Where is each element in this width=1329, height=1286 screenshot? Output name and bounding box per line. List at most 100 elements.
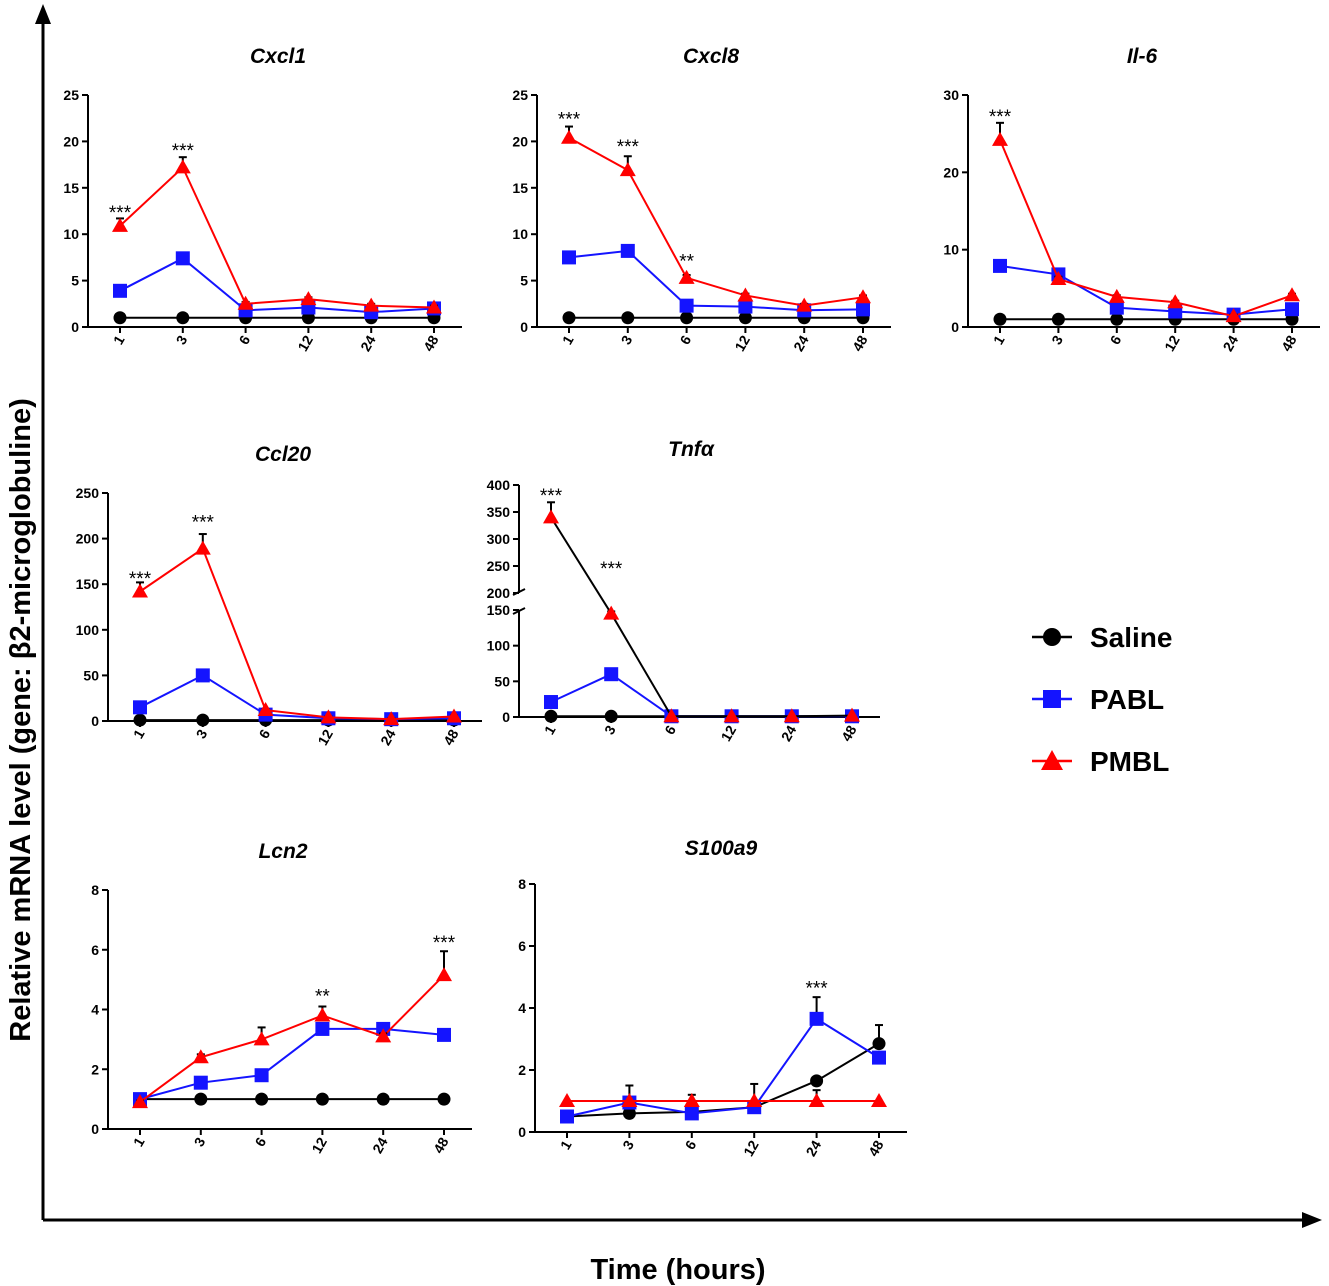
y-tick-label: 0 (520, 319, 528, 335)
y-tick-label: 15 (63, 180, 79, 196)
point-saline (993, 312, 1007, 326)
significance-label: *** (109, 203, 132, 224)
x-axis: 1 3 6 12 24 48 (108, 720, 482, 748)
x-tick-label: 6 (661, 722, 679, 737)
point-pmbl (174, 159, 191, 174)
x-tick-label: 1 (990, 332, 1008, 347)
point-pmbl (855, 289, 871, 304)
y-tick-label: 0 (518, 1124, 526, 1140)
point-saline (680, 311, 694, 325)
point-pabl (544, 695, 558, 710)
point-pmbl (621, 1093, 638, 1107)
x-tick-label: 3 (173, 332, 191, 347)
y-axis-label: Relative mRNA level (gene: β2-microglobu… (5, 398, 37, 1041)
x-axis: 1 3 6 12 24 48 (519, 716, 880, 744)
x-tick-label: 1 (557, 1137, 575, 1152)
series-line (139, 674, 455, 721)
point-pmbl (871, 1093, 887, 1107)
x-tick-label: 48 (430, 1134, 452, 1156)
point-saline (376, 1092, 390, 1106)
point-pmbl (314, 1007, 331, 1022)
y-tick-label: 0 (71, 319, 79, 335)
series-pabl (544, 667, 859, 724)
series-line (999, 264, 1293, 316)
point-pmbl (253, 1031, 270, 1046)
y-tick-label: 6 (518, 938, 526, 954)
x-tick-label: 6 (1107, 332, 1125, 347)
y-tick-label: 50 (83, 667, 99, 683)
point-saline (255, 1092, 269, 1106)
y-axis: 0 5 10 15 20 25 (512, 87, 538, 335)
y-tick-label: 300 (487, 531, 511, 547)
series-pabl (133, 1021, 451, 1107)
panel-il-6: Il-6 0 10 20 30 1 3 6 12 24 48 *** (943, 45, 1320, 354)
y-tick-label: 15 (512, 180, 528, 196)
point-pabl (437, 1027, 451, 1042)
x-tick-label: 3 (191, 1134, 209, 1149)
x-tick-label: 12 (1161, 332, 1183, 354)
point-pmbl (844, 707, 860, 722)
series-line (139, 974, 445, 1103)
series-saline (113, 311, 441, 325)
x-axis: 1 3 6 12 24 48 (968, 326, 1320, 354)
y-tick-label: 200 (76, 531, 100, 547)
point-pmbl (112, 217, 128, 232)
y-tick-label: 250 (76, 485, 100, 501)
x-tick-label: 12 (718, 722, 740, 744)
significance-label: *** (129, 569, 152, 590)
x-tick-label: 48 (1278, 332, 1300, 354)
point-pmbl (320, 709, 337, 724)
x-tick-label: 48 (849, 332, 871, 354)
x-tick-label: 3 (619, 1137, 637, 1152)
y-tick-label: 5 (71, 273, 79, 289)
series-line (550, 516, 853, 718)
point-pmbl (796, 297, 813, 312)
point-pmbl (446, 708, 462, 723)
point-saline (621, 311, 635, 325)
significance-label: *** (558, 109, 581, 130)
y-tick-label: 0 (91, 713, 99, 729)
x-tick-label: 12 (314, 726, 336, 748)
x-tick-label: 48 (420, 332, 442, 354)
point-pmbl (678, 269, 695, 284)
legend-label-pmbl: PMBL (1090, 746, 1169, 777)
point-pmbl (257, 702, 274, 717)
legend-marker-pabl (1043, 690, 1061, 708)
series-pmbl (132, 533, 462, 726)
point-pabl (738, 299, 753, 314)
y-tick-label: 400 (487, 477, 511, 493)
y-tick-label: 10 (63, 226, 79, 242)
point-pabl (562, 250, 576, 265)
series-pmbl (559, 1089, 887, 1107)
point-saline (872, 1037, 886, 1051)
point-pabl (195, 668, 210, 683)
x-tick-label: 6 (676, 332, 694, 347)
x-tick-label: 6 (682, 1137, 700, 1152)
x-tick-label: 3 (193, 726, 211, 741)
panel-title: Tnfα (668, 438, 715, 461)
x-tick-label: 6 (255, 726, 273, 741)
y-tick-label: 150 (487, 602, 511, 618)
series-pabl (113, 251, 441, 320)
point-pabl (175, 251, 190, 266)
point-pmbl (237, 295, 254, 310)
panel-title-main: Ccl20 (255, 443, 311, 466)
series-line (119, 257, 435, 314)
x-axis: 1 3 6 12 24 48 (108, 1128, 472, 1156)
x-tick-label: 6 (235, 332, 253, 347)
point-pmbl (783, 708, 800, 723)
significance-label: ** (679, 251, 694, 272)
panel-title: Cxcl1 (250, 45, 306, 68)
panel-title: Ccl20 (255, 443, 311, 466)
point-pabl (872, 1050, 886, 1065)
significance-label: *** (617, 137, 640, 158)
series-pmbl (132, 950, 452, 1109)
point-pabl (315, 1021, 330, 1036)
panel-title-sub: α (701, 438, 715, 461)
x-tick-label: 3 (1048, 332, 1066, 347)
point-pabl (993, 258, 1007, 273)
point-pmbl (737, 287, 754, 302)
